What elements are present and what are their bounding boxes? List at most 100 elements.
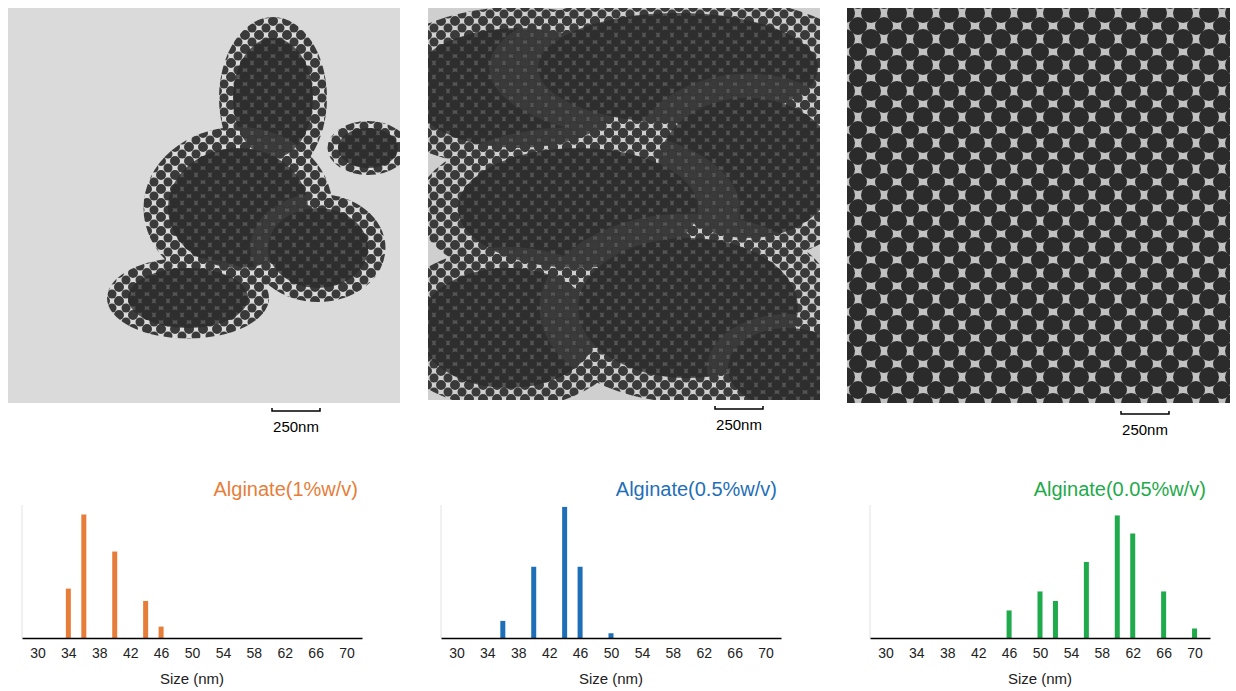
bar bbox=[1161, 591, 1166, 638]
scale-bar-label: 250nm bbox=[1122, 421, 1168, 438]
x-tick: 70 bbox=[339, 638, 355, 661]
histogram-panel: 30 34 38 42 46 50 54 58 62 66 70 Size (nm) Alginate(… bbox=[441, 478, 782, 687]
x-tick: 58 bbox=[247, 638, 263, 661]
x-tick-label: 62 bbox=[277, 645, 293, 661]
bar bbox=[500, 621, 505, 638]
x-tick: 42 bbox=[542, 638, 558, 661]
x-tick-label: 66 bbox=[727, 645, 743, 661]
scale-bar: 250nm bbox=[1121, 411, 1169, 438]
bar bbox=[1192, 629, 1197, 639]
micrograph-ground bbox=[847, 8, 1230, 403]
bar bbox=[1084, 562, 1089, 638]
scale-bar-line bbox=[1121, 411, 1169, 414]
x-tick-label: 34 bbox=[61, 645, 77, 661]
x-tick: 34 bbox=[61, 638, 77, 661]
x-tick: 46 bbox=[1002, 638, 1018, 661]
x-tick-label: 38 bbox=[940, 645, 956, 661]
panel-title: Alginate(1%w/v) bbox=[213, 478, 358, 500]
x-tick-label: 42 bbox=[123, 645, 139, 661]
x-tick: 38 bbox=[92, 638, 108, 661]
x-tick: 34 bbox=[909, 638, 925, 661]
bar bbox=[531, 567, 536, 638]
bars bbox=[66, 515, 164, 639]
x-tick: 54 bbox=[1064, 638, 1080, 661]
micrograph bbox=[428, 8, 820, 400]
bar bbox=[1007, 610, 1012, 638]
x-tick-label: 46 bbox=[573, 645, 589, 661]
bar bbox=[1115, 515, 1120, 638]
particles bbox=[251, 194, 386, 302]
x-tick-label: 30 bbox=[449, 645, 465, 661]
x-tick-label: 58 bbox=[247, 645, 263, 661]
x-axis: 30 34 38 42 46 50 54 58 62 66 70 bbox=[23, 638, 363, 661]
x-tick: 42 bbox=[123, 638, 139, 661]
x-tick-label: 66 bbox=[1156, 645, 1172, 661]
x-tick-label: 30 bbox=[30, 645, 46, 661]
x-axis-title: Size (nm) bbox=[160, 670, 224, 687]
bar bbox=[609, 633, 614, 638]
histogram-panel: 3034384246505458626670Size (nm)Alginate(… bbox=[870, 478, 1211, 687]
y-range-line bbox=[22, 505, 23, 638]
panel-title: Alginate(0.05%w/v) bbox=[1034, 478, 1206, 500]
bar bbox=[562, 507, 567, 638]
bars bbox=[500, 507, 613, 638]
bar bbox=[1038, 591, 1043, 638]
x-axis: 30 34 38 42 46 50 54 58 62 66 70 bbox=[442, 638, 782, 661]
panel-title: Alginate(0.5%w/v) bbox=[616, 478, 777, 500]
x-tick-label: 66 bbox=[308, 645, 324, 661]
x-axis-line bbox=[23, 638, 363, 640]
bar bbox=[66, 589, 71, 638]
x-axis-line bbox=[871, 638, 1211, 640]
x-tick-label: 42 bbox=[971, 645, 987, 661]
x-tick: 66 bbox=[727, 638, 743, 661]
x-tick-label: 46 bbox=[154, 645, 170, 661]
bar bbox=[578, 567, 583, 638]
x-tick: 38 bbox=[511, 638, 527, 661]
bar bbox=[1130, 534, 1135, 639]
scale-bar-line bbox=[715, 406, 763, 409]
x-tick-label: 30 bbox=[878, 645, 894, 661]
x-tick: 58 bbox=[1095, 638, 1111, 661]
bar bbox=[143, 601, 148, 638]
x-tick-label: 34 bbox=[909, 645, 925, 661]
x-tick-label: 54 bbox=[216, 645, 232, 661]
particles bbox=[707, 314, 820, 400]
x-tick-label: 70 bbox=[339, 645, 355, 661]
bar bbox=[159, 627, 164, 638]
micrograph-ground bbox=[8, 8, 400, 403]
x-tick-label: 54 bbox=[635, 645, 651, 661]
x-tick: 66 bbox=[1156, 638, 1172, 661]
x-axis-title: Size (nm) bbox=[579, 670, 643, 687]
x-tick: 30 bbox=[878, 638, 894, 661]
x-tick: 50 bbox=[604, 638, 620, 661]
scale-bar: 250nm bbox=[715, 406, 763, 433]
x-tick-label: 58 bbox=[666, 645, 682, 661]
x-tick: 50 bbox=[1033, 638, 1049, 661]
scale-bar-label: 250nm bbox=[716, 416, 762, 433]
x-tick: 38 bbox=[940, 638, 956, 661]
x-axis-title: Size (nm) bbox=[1008, 670, 1072, 687]
x-tick: 62 bbox=[277, 638, 293, 661]
x-tick-label: 38 bbox=[511, 645, 527, 661]
particle-cluster bbox=[338, 128, 398, 168]
x-tick-label: 62 bbox=[696, 645, 712, 661]
bar bbox=[112, 552, 117, 638]
particles bbox=[107, 258, 269, 339]
scale-bar-line bbox=[272, 408, 320, 411]
x-tick: 34 bbox=[480, 638, 496, 661]
x-tick: 62 bbox=[696, 638, 712, 661]
bars bbox=[1007, 515, 1197, 638]
x-tick: 66 bbox=[308, 638, 324, 661]
micrograph bbox=[8, 8, 400, 403]
x-tick-label: 58 bbox=[1095, 645, 1111, 661]
x-tick-label: 50 bbox=[185, 645, 201, 661]
x-tick: 54 bbox=[216, 638, 232, 661]
x-tick-label: 38 bbox=[92, 645, 108, 661]
figure: 250nm250nm250nm3034384246505458626670Siz… bbox=[0, 0, 1236, 691]
particle-cluster bbox=[128, 268, 248, 328]
x-tick-label: 70 bbox=[758, 645, 774, 661]
x-tick: 50 bbox=[185, 638, 201, 661]
particles bbox=[847, 8, 1230, 403]
bar bbox=[1053, 601, 1058, 638]
particle-cluster bbox=[728, 328, 820, 400]
